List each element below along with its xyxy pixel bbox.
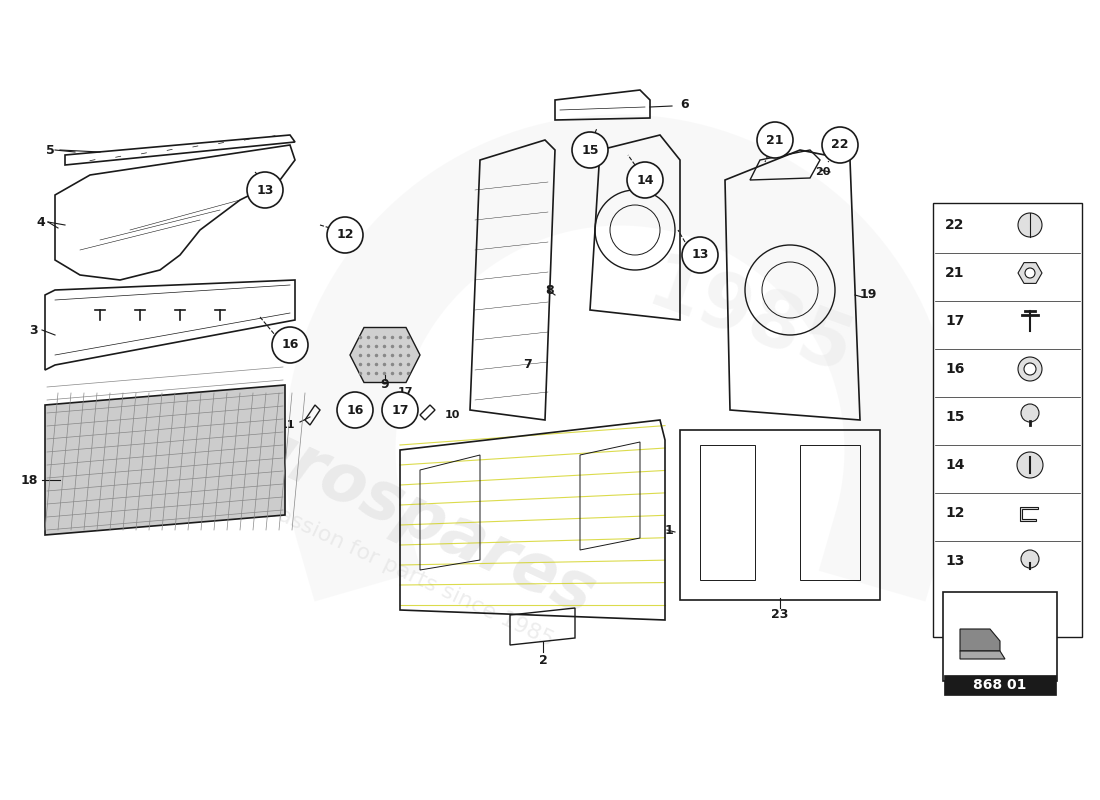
- Text: 1: 1: [666, 523, 673, 537]
- Text: 17: 17: [945, 314, 965, 328]
- Text: 7: 7: [524, 358, 532, 371]
- Text: 18: 18: [21, 474, 38, 486]
- Text: 8: 8: [544, 283, 553, 297]
- Text: 11: 11: [279, 420, 295, 430]
- Circle shape: [682, 237, 718, 273]
- Text: 22: 22: [832, 138, 849, 151]
- Text: 10: 10: [446, 410, 461, 420]
- Polygon shape: [45, 385, 285, 535]
- Text: 12: 12: [945, 506, 965, 520]
- Circle shape: [1025, 268, 1035, 278]
- Text: 21: 21: [767, 134, 783, 146]
- Text: 16: 16: [346, 403, 364, 417]
- Text: 17: 17: [397, 387, 412, 397]
- Text: 20: 20: [815, 167, 830, 177]
- Circle shape: [1018, 213, 1042, 237]
- Text: 5: 5: [46, 143, 55, 157]
- Text: 9: 9: [381, 378, 389, 391]
- Polygon shape: [1018, 262, 1042, 283]
- Circle shape: [1021, 550, 1040, 568]
- Circle shape: [272, 327, 308, 363]
- FancyBboxPatch shape: [944, 675, 1056, 695]
- Text: 14: 14: [945, 458, 965, 472]
- Text: 15: 15: [945, 410, 965, 424]
- Text: 15: 15: [581, 143, 598, 157]
- Text: 3: 3: [30, 323, 38, 337]
- Text: 13: 13: [256, 183, 274, 197]
- Text: 4: 4: [36, 215, 45, 229]
- Circle shape: [572, 132, 608, 168]
- Text: eurospares: eurospares: [195, 391, 605, 629]
- Text: 6: 6: [680, 98, 689, 111]
- Polygon shape: [960, 651, 1005, 659]
- Polygon shape: [1020, 507, 1038, 521]
- Circle shape: [327, 217, 363, 253]
- Text: 13: 13: [945, 554, 965, 568]
- Text: 22: 22: [945, 218, 965, 232]
- Polygon shape: [350, 327, 420, 382]
- Circle shape: [382, 392, 418, 428]
- Text: 12: 12: [337, 229, 354, 242]
- Text: 21: 21: [945, 266, 965, 280]
- Text: 16: 16: [282, 338, 299, 351]
- Text: 23: 23: [771, 609, 789, 622]
- Circle shape: [1018, 357, 1042, 381]
- FancyBboxPatch shape: [943, 592, 1057, 681]
- Circle shape: [1018, 452, 1043, 478]
- Circle shape: [822, 127, 858, 163]
- Text: 868 01: 868 01: [974, 678, 1026, 692]
- Text: 17: 17: [392, 403, 409, 417]
- FancyBboxPatch shape: [933, 203, 1082, 637]
- Circle shape: [627, 162, 663, 198]
- Circle shape: [248, 172, 283, 208]
- Text: a passion for parts since 1985: a passion for parts since 1985: [243, 490, 557, 650]
- Text: 13: 13: [691, 249, 708, 262]
- Text: 16: 16: [945, 362, 965, 376]
- Circle shape: [337, 392, 373, 428]
- Text: 14: 14: [636, 174, 653, 186]
- Text: 1985: 1985: [637, 249, 862, 391]
- Circle shape: [1024, 363, 1036, 375]
- Text: 2: 2: [539, 654, 548, 666]
- Circle shape: [757, 122, 793, 158]
- Circle shape: [1021, 404, 1040, 422]
- Text: 19: 19: [860, 289, 878, 302]
- Polygon shape: [960, 629, 1000, 651]
